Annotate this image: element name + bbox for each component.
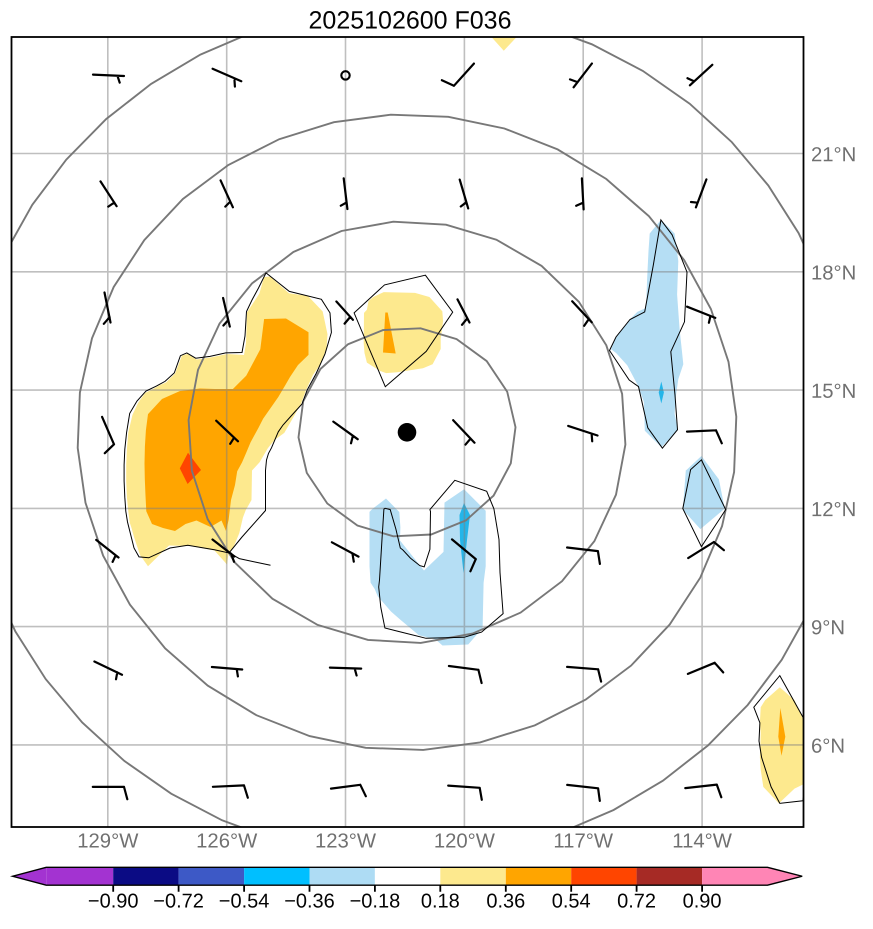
svg-text:21°N: 21°N — [811, 144, 856, 166]
svg-text:117°W: 117°W — [553, 830, 613, 852]
svg-text:−0.72: −0.72 — [153, 891, 204, 913]
svg-text:−0.36: −0.36 — [284, 891, 335, 913]
svg-text:15°N: 15°N — [811, 381, 856, 403]
svg-text:12°N: 12°N — [811, 499, 856, 521]
svg-text:−0.18: −0.18 — [350, 891, 401, 913]
svg-text:2025102600 F036: 2025102600 F036 — [309, 6, 512, 34]
svg-text:0.90: 0.90 — [683, 891, 722, 913]
svg-text:123°W: 123°W — [315, 830, 377, 852]
svg-text:114°W: 114°W — [672, 830, 732, 852]
svg-text:126°W: 126°W — [196, 830, 258, 852]
svg-text:120°W: 120°W — [434, 830, 496, 852]
svg-text:129°W: 129°W — [77, 830, 139, 852]
svg-text:0.18: 0.18 — [421, 891, 460, 913]
svg-text:6°N: 6°N — [811, 736, 845, 758]
svg-text:18°N: 18°N — [811, 263, 856, 285]
svg-text:−0.54: −0.54 — [219, 891, 270, 913]
svg-text:9°N: 9°N — [811, 617, 845, 639]
svg-text:0.54: 0.54 — [552, 891, 591, 913]
svg-text:−0.90: −0.90 — [88, 891, 139, 913]
svg-text:0.36: 0.36 — [486, 891, 525, 913]
svg-text:0.72: 0.72 — [617, 891, 656, 913]
